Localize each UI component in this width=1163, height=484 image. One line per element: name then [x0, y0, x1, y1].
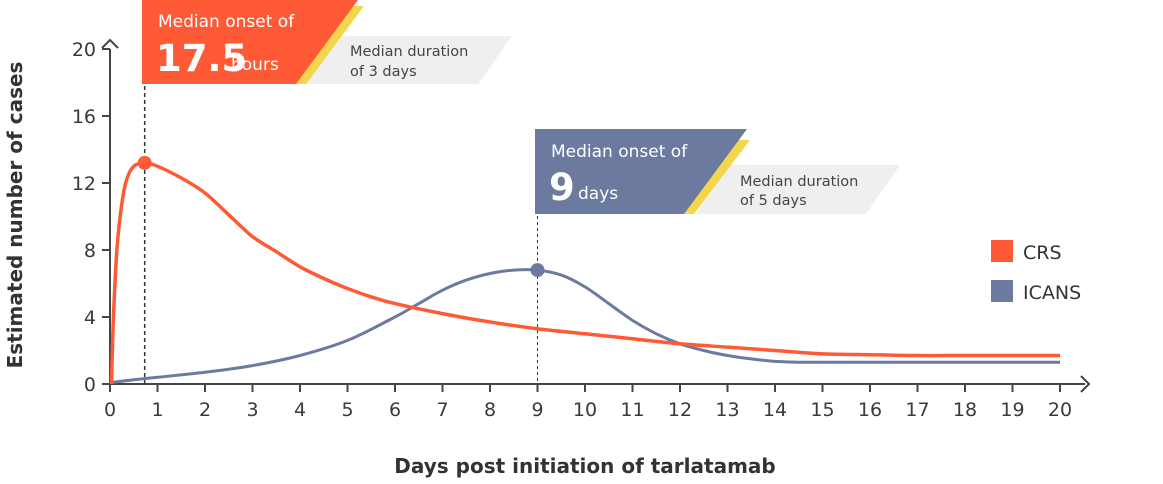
x-tick-label: 18: [953, 399, 977, 421]
y-tick-label: 8: [84, 240, 96, 262]
x-tick-label: 8: [484, 399, 496, 421]
x-tick-label: 6: [389, 399, 401, 421]
x-tick-label: 2: [199, 399, 211, 421]
y-tick-label: 20: [72, 39, 96, 61]
icans-duration-line2: of 5 days: [740, 193, 807, 209]
x-tick-label: 14: [763, 399, 787, 421]
icans-onset-value: 9: [549, 166, 575, 209]
x-ticks: 0 1 2 3 4 5 6 7 8 9 10 11 12 13 14 15 16 17 18 19 20: [104, 384, 1072, 421]
x-tick-label: 11: [620, 399, 644, 421]
crs-onset-value: 17.5: [156, 37, 247, 80]
y-ticks: 0 4 8 12 16 20: [72, 39, 110, 396]
legend: CRS ICANS: [991, 240, 1081, 304]
y-axis-arrow: [101, 38, 119, 49]
y-tick-label: 0: [84, 374, 96, 396]
x-axis-arrow: [1080, 375, 1091, 393]
legend-swatch-icans: [991, 280, 1013, 302]
icans-series-line: [112, 268, 1060, 384]
x-tick-label: 7: [436, 399, 448, 421]
x-tick-label: 9: [531, 399, 543, 421]
x-tick-label: 4: [294, 399, 306, 421]
axes: [101, 38, 1091, 393]
legend-swatch-crs: [991, 240, 1013, 262]
icans-onset-box: [535, 129, 747, 214]
icans-onset-label: Median onset of: [551, 142, 688, 162]
crs-onset-box: [142, 0, 358, 84]
icans-duration-box: [696, 165, 900, 214]
icans-annotation: Median onset of 9 days Median duration o…: [535, 129, 900, 214]
x-tick-label: 16: [858, 399, 882, 421]
x-axis-title: Days post initiation of tarlatamab: [394, 454, 775, 478]
y-tick-label: 16: [72, 106, 96, 128]
crs-onset-label: Median onset of: [158, 12, 295, 32]
y-axis-title: Estimated number of cases: [3, 62, 27, 369]
x-tick-label: 19: [1000, 399, 1024, 421]
x-tick-label: 3: [246, 399, 258, 421]
icans-accent-stripe: [682, 140, 750, 214]
crs-onset-unit: hours: [231, 55, 279, 75]
icans-duration-line1: Median duration: [740, 174, 858, 190]
x-tick-label: 0: [104, 399, 116, 421]
icans-onset-unit: days: [578, 184, 618, 204]
x-tick-label: 1: [151, 399, 163, 421]
y-tick-label: 4: [84, 307, 96, 329]
legend-label-crs: CRS: [1023, 242, 1062, 264]
crs-peak-marker: [137, 155, 152, 170]
icans-peak-marker: [530, 263, 545, 278]
x-tick-label: 13: [715, 399, 739, 421]
y-tick-label: 12: [72, 173, 96, 195]
x-tick-label: 17: [905, 399, 929, 421]
legend-label-icans: ICANS: [1023, 282, 1081, 304]
crs-series-line: [109, 161, 1060, 385]
crs-duration-line2: of 3 days: [350, 64, 417, 80]
x-tick-label: 20: [1048, 399, 1072, 421]
x-tick-label: 10: [573, 399, 597, 421]
crs-duration-line1: Median duration: [350, 44, 468, 60]
x-tick-label: 12: [668, 399, 692, 421]
x-tick-label: 15: [810, 399, 834, 421]
crs-annotation: Median onset of 17.5 hours Median durati…: [142, 0, 512, 84]
crs-accent-stripe: [294, 6, 364, 84]
crs-duration-box: [306, 36, 512, 84]
x-tick-label: 5: [341, 399, 353, 421]
